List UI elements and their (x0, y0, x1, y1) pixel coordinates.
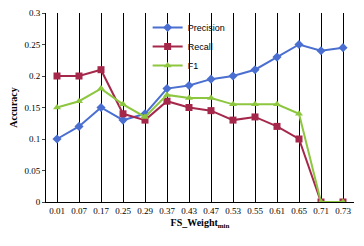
svg-text:0.2: 0.2 (29, 71, 40, 81)
svg-text:0.37: 0.37 (159, 206, 175, 216)
svg-text:F1: F1 (188, 61, 199, 71)
svg-text:0.55: 0.55 (247, 206, 263, 216)
svg-text:0.71: 0.71 (313, 206, 329, 216)
svg-text:0.73: 0.73 (335, 206, 351, 216)
svg-text:0.05: 0.05 (24, 166, 40, 176)
svg-text:FS_Weight​min​: FS_Weight​min​ (171, 217, 230, 230)
svg-text:Recall: Recall (188, 42, 213, 52)
svg-text:0: 0 (36, 197, 41, 207)
svg-text:0.29: 0.29 (137, 206, 153, 216)
svg-text:0.61: 0.61 (269, 206, 285, 216)
svg-text:Precision: Precision (188, 23, 225, 33)
svg-text:0.65: 0.65 (291, 206, 307, 216)
svg-text:0.01: 0.01 (49, 206, 65, 216)
svg-text:0.15: 0.15 (24, 103, 40, 113)
svg-text:0.43: 0.43 (181, 206, 197, 216)
svg-text:0.1: 0.1 (29, 134, 40, 144)
svg-text:0.53: 0.53 (225, 206, 241, 216)
svg-text:0.07: 0.07 (71, 206, 87, 216)
svg-text:0.17: 0.17 (93, 206, 109, 216)
svg-text:0.47: 0.47 (203, 206, 219, 216)
svg-text:0.25: 0.25 (115, 206, 131, 216)
svg-text:0.25: 0.25 (24, 40, 40, 50)
svg-text:0.3: 0.3 (29, 8, 41, 18)
svg-text:Accuracy: Accuracy (8, 87, 19, 128)
